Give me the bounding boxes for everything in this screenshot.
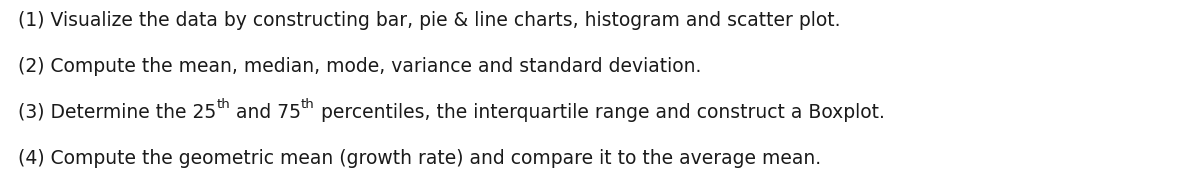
Text: th: th xyxy=(301,98,314,111)
Text: (3) Determine the 25: (3) Determine the 25 xyxy=(18,103,216,122)
Text: and 75: and 75 xyxy=(230,103,301,122)
Text: th: th xyxy=(216,98,230,111)
Text: (4) Compute the geometric mean (growth rate) and compare it to the average mean.: (4) Compute the geometric mean (growth r… xyxy=(18,149,821,168)
Text: percentiles, the interquartile range and construct a Boxplot.: percentiles, the interquartile range and… xyxy=(314,103,884,122)
Text: (2) Compute the mean, median, mode, variance and standard deviation.: (2) Compute the mean, median, mode, vari… xyxy=(18,57,701,76)
Text: (1) Visualize the data by constructing bar, pie & line charts, histogram and sca: (1) Visualize the data by constructing b… xyxy=(18,11,840,30)
